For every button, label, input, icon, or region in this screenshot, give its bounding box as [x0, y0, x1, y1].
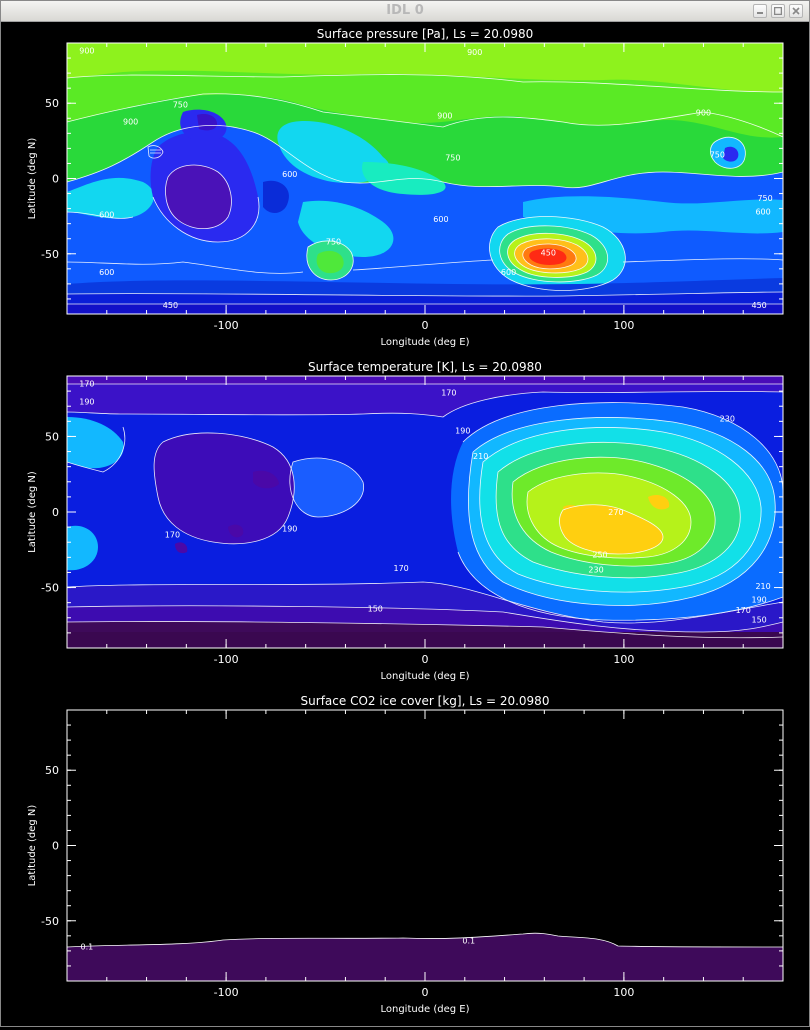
- minimize-icon: [757, 12, 763, 14]
- contour-label: 750: [445, 153, 460, 162]
- contour-label: 900: [696, 108, 711, 117]
- contour-label: 450: [163, 301, 178, 310]
- chart-title: Surface temperature [K], Ls = 20.0980: [308, 360, 542, 374]
- maximize-button[interactable]: [771, 4, 785, 18]
- window-title: IDL 0: [386, 3, 424, 18]
- contour-label: 170: [79, 380, 94, 389]
- contour-label: 190: [455, 426, 470, 435]
- contour-label: 600: [282, 170, 297, 179]
- contour-label: 210: [755, 582, 770, 591]
- contour-label: 600: [433, 215, 448, 224]
- y-tick-label: 50: [45, 430, 59, 443]
- pressure-contour-fill: [67, 43, 783, 314]
- x-tick-label: 100: [613, 319, 634, 332]
- contour-label: 0.1: [81, 942, 94, 951]
- contour-label: 750: [326, 238, 341, 247]
- y-axis-label: Latitude (deg N): [27, 471, 38, 553]
- y-axis-label: Latitude (deg N): [27, 805, 38, 887]
- contour-label: 600: [755, 208, 770, 217]
- contour-label: 900: [467, 48, 482, 57]
- plots-canvas: Surface pressure [Pa], Ls = 20.0980 -100 0…: [27, 27, 784, 1015]
- contour-label: 150: [368, 605, 383, 614]
- y-tick-label: 0: [52, 506, 59, 519]
- co2-contour-fill: [67, 710, 783, 981]
- temperature-contour-fill: [67, 376, 783, 648]
- contour-label: 190: [751, 596, 766, 605]
- y-tick-label: 50: [45, 97, 59, 110]
- pressure-panel: [67, 43, 783, 314]
- title-bar[interactable]: IDL 0: [1, 1, 809, 22]
- plot-area: Surface pressure [Pa], Ls = 20.0980 -100 0…: [3, 22, 809, 1026]
- contour-label: 250: [592, 550, 607, 559]
- contour-label: 190: [79, 398, 94, 407]
- y-tick-label: -50: [41, 248, 59, 261]
- contour-label: 270: [608, 508, 623, 517]
- contour-label: 450: [541, 248, 556, 257]
- contour-label: 750: [173, 101, 188, 110]
- x-tick-label: 0: [422, 319, 429, 332]
- contour-label: 750: [710, 150, 725, 159]
- x-tick-label: 0: [422, 986, 429, 999]
- x-tick-label: -100: [214, 653, 239, 666]
- contour-label: 210: [473, 452, 488, 461]
- contour-label: 230: [720, 414, 735, 423]
- x-tick-label: -100: [214, 319, 239, 332]
- contour-label: 750: [757, 194, 772, 203]
- contour-label: 600: [99, 268, 114, 277]
- close-icon: [792, 7, 800, 15]
- contour-label: 900: [79, 47, 94, 56]
- co2-ice-panel: [67, 710, 783, 981]
- contour-label: 0.1: [462, 936, 475, 945]
- contour-label: 450: [751, 301, 766, 310]
- contour-label: 170: [736, 606, 751, 615]
- temperature-panel: [67, 376, 783, 648]
- x-axis-label: Longitude (deg E): [380, 671, 469, 682]
- x-tick-label: -100: [214, 986, 239, 999]
- contour-label: 170: [441, 389, 456, 398]
- y-tick-label: -50: [41, 582, 59, 595]
- x-tick-label: 100: [613, 986, 634, 999]
- x-tick-label: 0: [422, 653, 429, 666]
- contour-label: 900: [437, 111, 452, 120]
- y-tick-label: 50: [45, 764, 59, 777]
- close-button[interactable]: [789, 4, 803, 18]
- contour-label: 600: [501, 268, 516, 277]
- contour-label: 170: [393, 564, 408, 573]
- y-tick-label: 0: [52, 840, 59, 853]
- x-axis-label: Longitude (deg E): [380, 337, 469, 348]
- x-axis-label: Longitude (deg E): [380, 1004, 469, 1015]
- y-tick-label: 0: [52, 173, 59, 186]
- x-tick-label: 100: [613, 653, 634, 666]
- contour-label: 170: [165, 531, 180, 540]
- contour-label: 900: [123, 117, 138, 126]
- contour-label: 190: [282, 525, 297, 534]
- maximize-icon: [774, 7, 782, 15]
- chart-title: Surface pressure [Pa], Ls = 20.0980: [317, 27, 533, 41]
- contour-label: 230: [588, 565, 603, 574]
- contour-label: 600: [99, 211, 114, 220]
- minimize-button[interactable]: [753, 4, 767, 18]
- contour-label: 150: [751, 615, 766, 624]
- chart-title: Surface CO2 ice cover [kg], Ls = 20.0980: [301, 694, 550, 708]
- y-axis-label: Latitude (deg N): [27, 138, 38, 220]
- y-tick-label: -50: [41, 915, 59, 928]
